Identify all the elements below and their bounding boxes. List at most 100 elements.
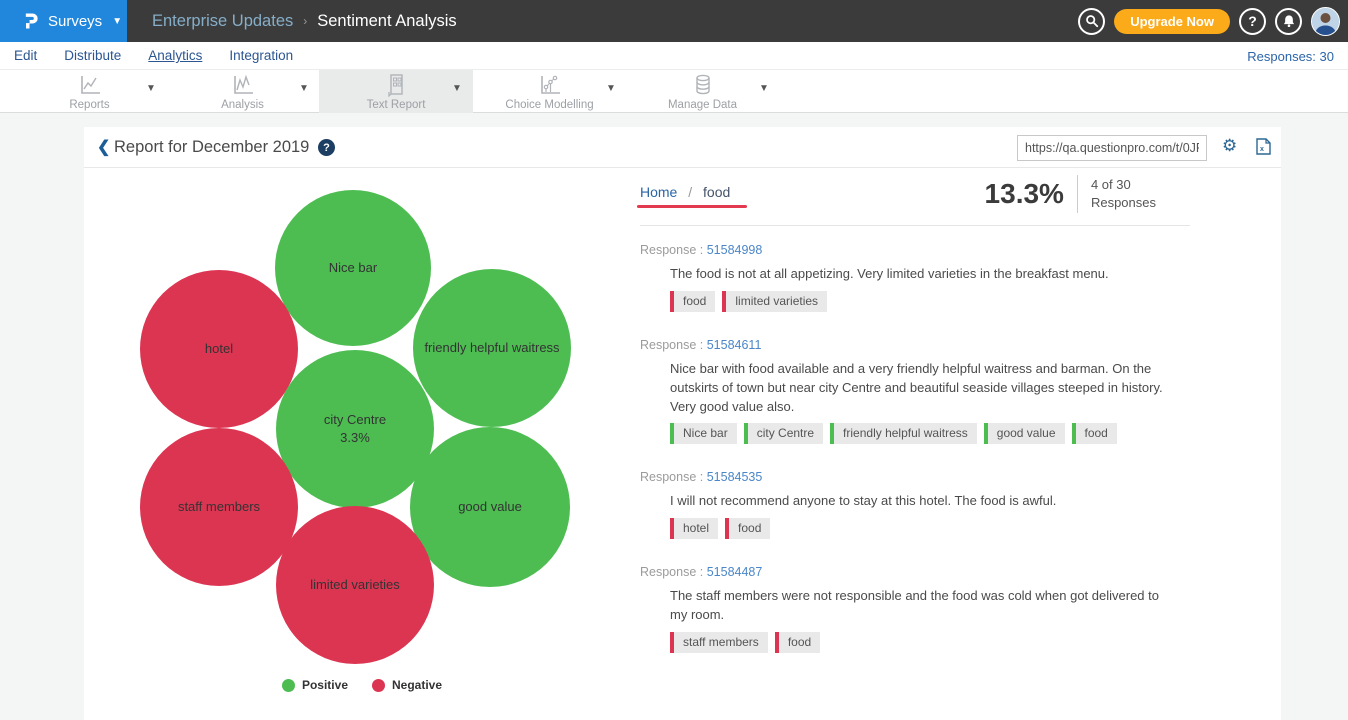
response-text: I will not recommend anyone to stay at t… (670, 493, 1057, 509)
response-label: Response : 51584535 (640, 470, 763, 485)
response-text: The food is not at all appetizing. Very … (670, 266, 1109, 281)
positive-dot-icon (281, 678, 295, 692)
toolbar-item-reports[interactable]: ▼ Reports (13, 70, 166, 113)
top-header-bar: Surveys ▼ Enterprise Updates › Sentiment… (0, 0, 1348, 42)
breadcrumb-red-underline (637, 205, 747, 208)
response-item: Response : 51584611 Nice bar with food av… (640, 338, 1196, 445)
response-item: Response : 51584487 The staff members wer… (640, 565, 1196, 653)
upgrade-now-button[interactable]: Upgrade Now (1114, 8, 1230, 34)
svg-text:x: x (1260, 146, 1264, 153)
response-id-link[interactable]: 51584611 (706, 337, 762, 352)
response-label: Response : 51584998 (640, 243, 763, 257)
detail-pane: Home / food 13.3% 4 of 30 Responses Resp… (637, 168, 1196, 720)
response-item: Response : 51584535 I will not recommend … (640, 470, 1196, 540)
gear-icon[interactable]: ⚙︎ (1222, 136, 1238, 155)
bubble-label: staff members (177, 499, 261, 515)
sentiment-tag[interactable]: food (1071, 423, 1117, 445)
bubble-friendly-helpful-waitress[interactable]: friendly helpful waitress (413, 269, 571, 427)
response-id-link[interactable]: 51584487 (706, 565, 763, 580)
report-card: ❮ Report for December 2019 ? ⚙︎ x Positi… (84, 127, 1281, 720)
back-chevron-icon[interactable]: ❮ (97, 139, 111, 156)
sentiment-tag[interactable]: limited varieties (722, 290, 828, 312)
help-icon[interactable]: ? (1239, 7, 1266, 35)
detail-header: Home / food 13.3% 4 of 30 Responses (637, 168, 1190, 226)
chevron-down-icon[interactable]: ▼ (759, 83, 769, 94)
stats-divider (1076, 175, 1078, 213)
detail-breadcrumb: Home / food (640, 184, 730, 200)
export-spreadsheet-icon[interactable]: x (1256, 138, 1271, 155)
percent-value: 13.3% (984, 178, 1064, 209)
bubble-sublabel: 3.3% (340, 430, 370, 445)
toolbar-label: Manage Data (667, 99, 738, 111)
bubble-label: hotel (204, 341, 234, 357)
chevron-down-icon[interactable]: ▼ (299, 83, 309, 94)
sentiment-tag[interactable]: friendly helpful waitress (830, 423, 977, 445)
breadcrumb-separator: › (303, 14, 308, 28)
toolbar-label: Text Report (366, 99, 426, 111)
response-tags: Nice bar city Centre friendly helpful wait… (670, 423, 1196, 445)
bubble-label: Nice bar (328, 260, 378, 276)
sentiment-tag[interactable]: food (774, 631, 821, 653)
surveys-product-menu[interactable]: Surveys ▼ (0, 0, 127, 42)
breadcrumb-parent-link[interactable]: Enterprise Updates (152, 11, 294, 30)
search-icon[interactable] (1078, 7, 1106, 35)
share-url-input[interactable] (1017, 135, 1207, 161)
bubble-city-centre[interactable]: city Centre 3.3% (276, 350, 434, 508)
sentiment-tag[interactable]: staff members (670, 631, 768, 653)
legend-item-negative: Negative (372, 678, 442, 692)
toolbar-item-analysis[interactable]: ▼ Analysis (166, 70, 319, 113)
sentiment-tag[interactable]: city Centre (743, 423, 824, 445)
response-item: Response : 51584998 The food is not at al… (640, 243, 1196, 312)
bubble-good-value[interactable]: good value (410, 427, 570, 587)
title-help-icon[interactable]: ? (318, 139, 335, 156)
chevron-down-icon[interactable]: ▼ (606, 83, 616, 94)
toolbar-label: Reports (69, 99, 110, 111)
bubble-staff-members[interactable]: staff members (140, 428, 298, 586)
toolbar-item-text-report[interactable]: ▼ Text Report (319, 70, 473, 113)
chevron-down-icon[interactable]: ▼ (146, 83, 156, 94)
tab-analytics[interactable]: Analytics (148, 48, 203, 63)
breadcrumb: Enterprise Updates › Sentiment Analysis (152, 0, 457, 42)
user-avatar[interactable] (1311, 6, 1340, 36)
chevron-down-icon: ▼ (112, 15, 123, 27)
report-title: Report for December 2019 (114, 138, 310, 156)
toolbar-item-manage-data[interactable]: ▼ Manage Data (626, 70, 779, 113)
bubble-label: friendly helpful waitress (424, 340, 560, 356)
tab-distribute[interactable]: Distribute (64, 48, 122, 63)
responses-caption: 4 of 30 Responses (1091, 176, 1156, 211)
legend-label: Negative (392, 678, 443, 692)
bubble-nice-bar[interactable]: Nice bar (275, 190, 431, 346)
toolbar-label: Analysis (221, 99, 264, 111)
toolbar-item-choice-modelling[interactable]: ▼ Choice Modelling (473, 70, 626, 113)
scatter-chart-icon (537, 73, 563, 97)
bubble-label: limited varieties (310, 577, 400, 593)
chart-legend: Positive Negative (84, 678, 640, 692)
responses-caption-line1: 4 of 30 (1090, 177, 1131, 193)
negative-dot-icon (372, 678, 385, 692)
response-label: Response : 51584487 (640, 565, 763, 580)
surveys-menu-label: Surveys (48, 12, 103, 30)
response-id-link[interactable]: 51584998 (706, 243, 763, 257)
tab-integration[interactable]: Integration (229, 48, 294, 63)
response-tags: food limited varieties (670, 290, 1196, 312)
response-id-link[interactable]: 51584535 (706, 470, 763, 485)
response-text: Nice bar with food available and a very … (670, 360, 1163, 414)
detail-breadcrumb-home-link[interactable]: Home (640, 184, 678, 200)
response-text: The staff members were not responsible a… (670, 588, 1159, 623)
sentiment-tag[interactable]: hotel (670, 518, 719, 540)
tab-edit[interactable]: Edit (14, 48, 38, 63)
bubble-label: city Centre 3.3% (323, 412, 387, 445)
bubble-limited-varieties[interactable]: limited varieties (276, 506, 434, 664)
sentiment-tag[interactable]: food (725, 518, 771, 540)
chevron-down-icon[interactable]: ▼ (452, 83, 462, 94)
responses-count[interactable]: Responses: 30 (1247, 48, 1334, 64)
legend-label: Positive (301, 678, 348, 692)
text-report-icon (383, 73, 409, 97)
sentiment-tag[interactable]: food (670, 290, 716, 312)
sentiment-tag[interactable]: good value (983, 423, 1065, 445)
sentiment-tag[interactable]: Nice bar (670, 423, 737, 445)
responses-caption-line2: Responses (1090, 195, 1156, 210)
notifications-bell-icon[interactable] (1275, 7, 1302, 35)
report-header: ❮ Report for December 2019 ? ⚙︎ x (84, 127, 1281, 168)
bubble-hotel[interactable]: hotel (140, 270, 298, 428)
